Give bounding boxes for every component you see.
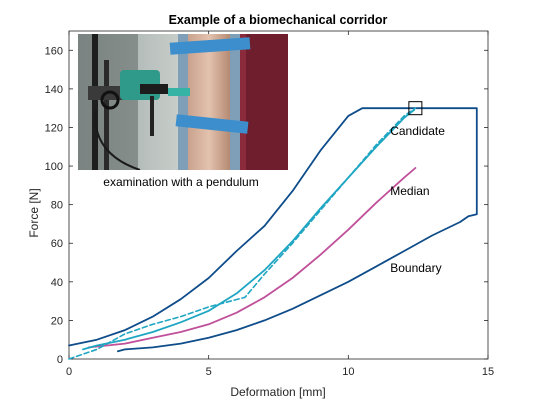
plot-frame [68,30,489,360]
y-tick-label: 160 [45,45,63,57]
x-tick-label: 15 [482,366,494,378]
x-tick-label: 10 [342,366,354,378]
y-tick-label: 120 [45,122,63,134]
y-tick-label: 0 [57,354,63,366]
series-layer [68,107,478,360]
y-tick-label: 140 [45,84,63,96]
axes: 0 5 10 15 0 20 40 60 80 100 120 140 160 [45,30,494,378]
y-tick-label: 40 [51,277,63,289]
inset-image [78,34,288,170]
series-line-boundary [68,107,478,353]
y-axis-label: Force [N] [27,188,41,237]
y-tick-label: 80 [51,200,63,212]
series-line-median [87,167,417,349]
x-tick-label: 5 [206,366,212,378]
candidate-endpoint-marker [408,101,423,116]
series-line-candidate-dashed [68,107,417,360]
x-axis-label: Deformation [mm] [230,385,325,399]
inset-photo: examination with a pendulum [78,34,288,189]
x-tick-label: 0 [66,366,72,378]
annotation-layer: Candidate Median Boundary [390,124,445,275]
chart-title: Example of a biomechanical corridor [169,13,388,27]
annotation-boundary: Boundary [390,261,441,275]
annotation-candidate: Candidate [390,124,445,138]
series-line-candidate [82,109,415,351]
inset-caption: examination with a pendulum [103,175,258,189]
annotation-median: Median [390,184,429,198]
y-tick-label: 100 [45,161,63,173]
y-tick-label: 60 [51,238,63,250]
y-tick-label: 20 [51,315,63,327]
